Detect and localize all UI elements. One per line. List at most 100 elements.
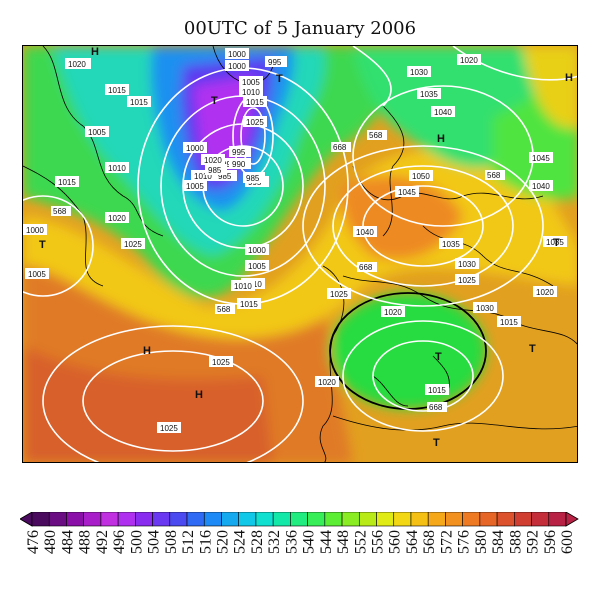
isobar-label: 1035 bbox=[543, 236, 567, 247]
svg-text:1025: 1025 bbox=[212, 358, 230, 367]
isobar-label: 1010 bbox=[231, 280, 255, 291]
geopotential-label: 668 bbox=[331, 142, 351, 152]
svg-text:668: 668 bbox=[333, 143, 347, 152]
colorbar: 476 480 484 488 492 496 500 504 508 512 516 520 524 5… bbox=[20, 512, 579, 554]
colorbar-tick-label: 508 bbox=[163, 530, 180, 554]
colorbar-tick-label: 552 bbox=[352, 530, 369, 554]
colorbar-tick-label: 476 bbox=[25, 530, 42, 554]
colorbar-tick-label: 500 bbox=[128, 530, 145, 554]
colorbar-tick-labels: 476 480 484 488 492 496 500 504 508 512 516 520 524 5… bbox=[25, 530, 576, 554]
colorbar-swatch bbox=[48, 512, 67, 527]
svg-text:1025: 1025 bbox=[458, 276, 476, 285]
isobar-label: 1015 bbox=[497, 316, 521, 327]
colorbar-swatch bbox=[531, 512, 550, 527]
colorbar-swatch bbox=[117, 512, 136, 527]
colorbar-tick-label: 516 bbox=[197, 530, 214, 554]
svg-text:568: 568 bbox=[369, 131, 383, 140]
isobar-label: 1045 bbox=[395, 186, 419, 197]
isobar-label: 1000 bbox=[225, 48, 249, 59]
svg-text:990: 990 bbox=[232, 160, 246, 169]
pressure-centers: H H H H H T T T T T T T bbox=[39, 46, 573, 449]
colorbar-swatch bbox=[462, 512, 481, 527]
isobar-label: 1000 bbox=[245, 244, 269, 255]
isobar-label: 1005 bbox=[183, 180, 207, 191]
isobar-label: 985 bbox=[205, 164, 227, 175]
svg-text:1030: 1030 bbox=[458, 260, 476, 269]
colorbar-swatch bbox=[496, 512, 515, 527]
isobar-label: 1020 bbox=[457, 54, 481, 65]
svg-text:1025: 1025 bbox=[124, 240, 142, 249]
colorbar-tick-label: 588 bbox=[507, 530, 524, 554]
low-center: T bbox=[553, 237, 560, 249]
isobar-label: 1035 bbox=[439, 238, 463, 249]
colorbar-tick-label: 504 bbox=[146, 530, 163, 554]
isobar-label: 1030 bbox=[473, 302, 497, 313]
colorbar-tick-label: 492 bbox=[94, 530, 111, 554]
colorbar-arrow-high bbox=[565, 512, 579, 527]
geopotential-label: 568 bbox=[51, 206, 71, 216]
svg-text:1015: 1015 bbox=[246, 98, 264, 107]
colorbar-tick-label: 572 bbox=[438, 530, 455, 554]
isobar-label: 1025 bbox=[455, 274, 479, 285]
geopotential-label: 568 bbox=[367, 130, 387, 140]
svg-text:1025: 1025 bbox=[246, 118, 264, 127]
svg-text:1020: 1020 bbox=[108, 214, 126, 223]
colorbar-swatches bbox=[20, 512, 579, 527]
colorbar-tick-label: 592 bbox=[525, 530, 542, 554]
isobar-label: 1005 bbox=[85, 126, 109, 137]
colorbar-tick-label: 540 bbox=[301, 530, 318, 554]
isobar-label: 1005 bbox=[25, 268, 49, 279]
svg-text:1045: 1045 bbox=[398, 188, 416, 197]
isobar-labels: 1020 1015 1015 1005 1010 1015 1020 1000 … bbox=[23, 48, 567, 433]
coastlines bbox=[23, 46, 577, 462]
svg-text:1015: 1015 bbox=[58, 178, 76, 187]
high-center: H bbox=[143, 345, 151, 357]
svg-text:568: 568 bbox=[53, 207, 67, 216]
colorbar-swatch bbox=[358, 512, 377, 527]
colorbar-tick-label: 564 bbox=[404, 530, 421, 554]
isobar-label: 1035 bbox=[417, 88, 441, 99]
isobar-label: 995 bbox=[265, 56, 287, 67]
geopotential-label: 568 bbox=[485, 170, 505, 180]
svg-text:1020: 1020 bbox=[384, 308, 402, 317]
isobar-label: 1020 bbox=[533, 286, 557, 297]
svg-text:1015: 1015 bbox=[130, 98, 148, 107]
svg-text:1020: 1020 bbox=[318, 378, 336, 387]
svg-text:1000: 1000 bbox=[248, 246, 266, 255]
isobar-label: 1045 bbox=[529, 152, 553, 163]
low-center: T bbox=[211, 95, 218, 107]
geopotential-label: 668 bbox=[427, 402, 447, 412]
svg-text:1035: 1035 bbox=[420, 90, 438, 99]
isobar-label: 990 bbox=[229, 158, 251, 169]
colorbar-swatch bbox=[152, 512, 171, 527]
high-center: H bbox=[437, 133, 445, 145]
svg-text:995: 995 bbox=[268, 58, 282, 67]
isobar-label: 1020 bbox=[105, 212, 129, 223]
colorbar-swatch bbox=[66, 512, 84, 527]
svg-text:1000: 1000 bbox=[228, 62, 246, 71]
low-center: T bbox=[276, 73, 283, 85]
isobar-label: 1030 bbox=[455, 258, 479, 269]
colorbar-swatch bbox=[238, 512, 257, 527]
svg-text:668: 668 bbox=[359, 263, 373, 272]
svg-text:1010: 1010 bbox=[108, 164, 126, 173]
isobar-label: 1040 bbox=[431, 106, 455, 117]
svg-text:990: 990 bbox=[222, 160, 236, 169]
colorbar-swatch bbox=[255, 512, 274, 527]
isobar-label: 1010 bbox=[191, 170, 215, 181]
svg-text:1040: 1040 bbox=[434, 108, 452, 117]
colorbar-swatch bbox=[221, 512, 240, 527]
colorbar-tick-label: 548 bbox=[335, 530, 352, 554]
colorbar-tick-label: 544 bbox=[318, 530, 335, 554]
colorbar-swatch bbox=[100, 512, 119, 527]
svg-text:1040: 1040 bbox=[356, 228, 374, 237]
isobar-label: 1015 bbox=[243, 96, 267, 107]
isobar-label: 1000 bbox=[23, 224, 47, 235]
svg-text:1000: 1000 bbox=[26, 226, 44, 235]
colorbar-swatch bbox=[479, 512, 498, 527]
colorbar-tick-label: 576 bbox=[456, 530, 473, 554]
colorbar-swatch bbox=[341, 512, 360, 527]
isobar-label: 985 bbox=[215, 170, 237, 181]
colorbar-swatch bbox=[186, 512, 205, 527]
isobar-label: 1015 bbox=[425, 384, 449, 395]
